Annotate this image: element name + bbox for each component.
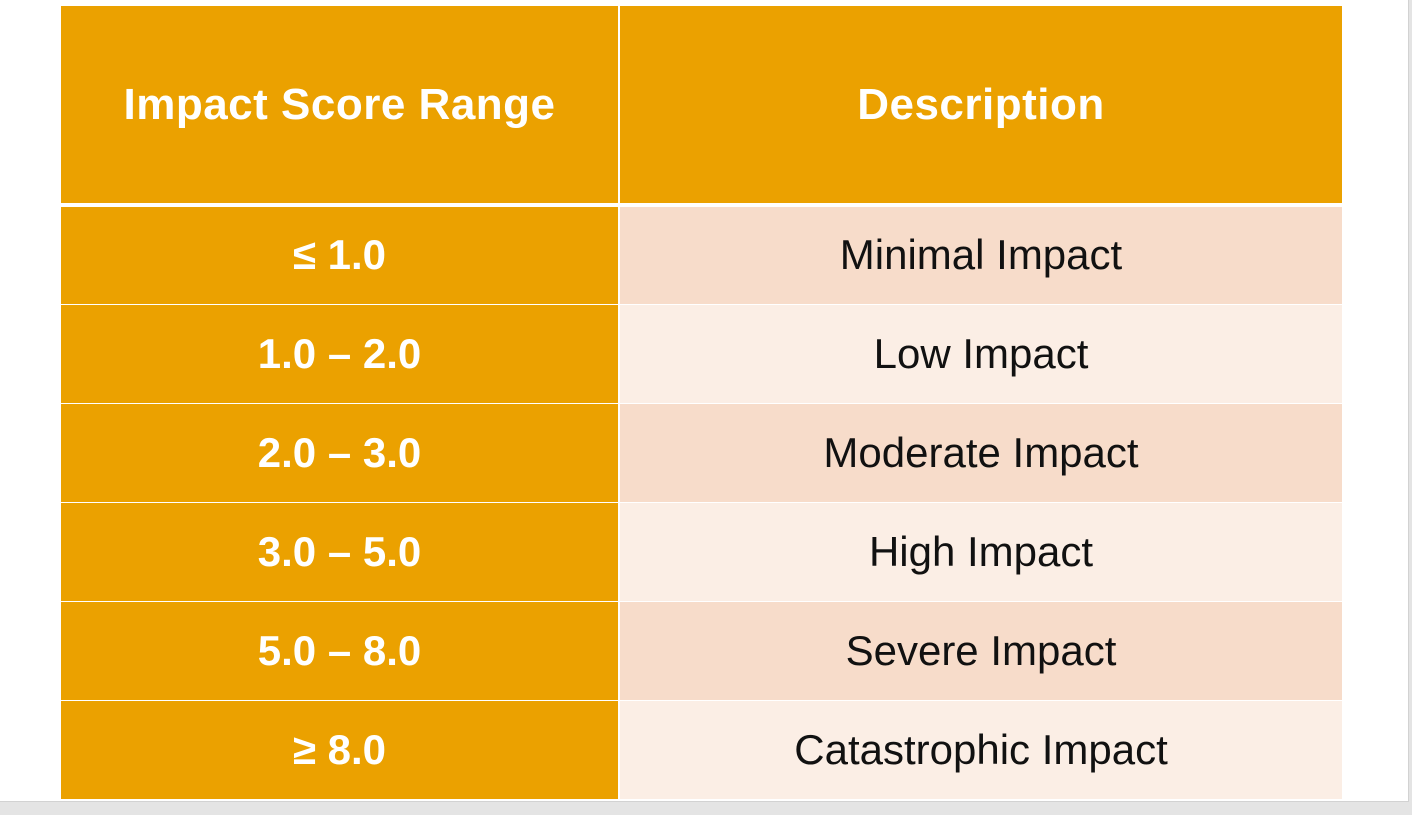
table-row: 2.0 – 3.0 Moderate Impact (61, 402, 1342, 502)
table-row: ≤ 1.0 Minimal Impact (61, 205, 1342, 304)
description-cell: Low Impact (619, 303, 1342, 403)
impact-score-table: Impact Score Range Description ≤ 1.0 Min… (61, 6, 1342, 799)
range-cell: 2.0 – 3.0 (61, 402, 620, 502)
header-impact-score-range: Impact Score Range (61, 6, 619, 205)
description-cell: Catastrophic Impact (619, 699, 1342, 799)
range-cell: 1.0 – 2.0 (61, 303, 620, 403)
table-row: ≥ 8.0 Catastrophic Impact (61, 699, 1342, 799)
range-cell: ≥ 8.0 (61, 699, 620, 799)
table-row: 5.0 – 8.0 Severe Impact (61, 600, 1342, 700)
table-header-row: Impact Score Range Description (61, 6, 1342, 205)
range-cell: 3.0 – 5.0 (61, 501, 620, 601)
description-cell: Moderate Impact (619, 402, 1342, 502)
description-cell: Minimal Impact (619, 205, 1342, 304)
description-cell: High Impact (619, 501, 1342, 601)
table-row: 3.0 – 5.0 High Impact (61, 501, 1342, 601)
header-description: Description (618, 6, 1342, 205)
table-row: 1.0 – 2.0 Low Impact (61, 303, 1342, 403)
description-cell: Severe Impact (619, 600, 1342, 700)
range-cell: 5.0 – 8.0 (61, 600, 620, 700)
range-cell: ≤ 1.0 (61, 205, 620, 304)
